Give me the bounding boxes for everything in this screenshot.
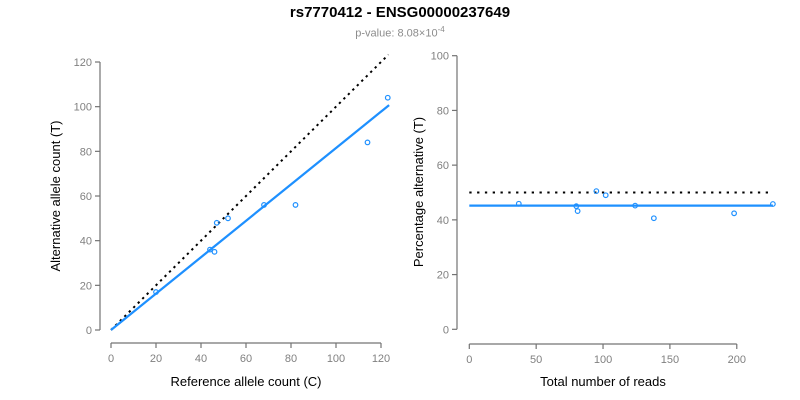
data-point — [207, 246, 213, 253]
page-title: rs7770412 - ENSG00000237649 — [289, 4, 511, 21]
identity-line — [110, 53, 390, 331]
y-tick-label: 100 — [431, 51, 449, 63]
x-tick-label: 80 — [285, 353, 297, 365]
data-point — [574, 208, 581, 215]
y-tick-label: 120 — [74, 57, 92, 69]
x-tick-label: 40 — [195, 353, 207, 365]
left-plot-x-axis-title: Reference allele count (C) — [170, 374, 321, 389]
left-plot-y-axis-title: Alternative allele count (T) — [48, 120, 63, 271]
x-tick-label: 0 — [466, 354, 472, 366]
p-value-exponent: -4 — [437, 25, 445, 34]
data-point — [364, 139, 371, 146]
y-tick-label: 80 — [80, 146, 92, 158]
y-tick-label: 20 — [437, 270, 449, 282]
x-tick-label: 20 — [150, 353, 162, 365]
x-tick-label: 0 — [108, 353, 114, 365]
data-point — [632, 202, 639, 209]
data-point — [769, 201, 776, 207]
y-tick-label: 80 — [437, 105, 449, 117]
p-value-subtitle: p-value: 8.08×10-4 — [0, 23, 800, 41]
p-value-mantissa: 8.08 — [397, 27, 419, 40]
left-scatter-plot: 120 100 80 60 40 20 0 120 100 80 60 40 20 0 Reference… — [48, 53, 391, 389]
right-plot-x-axis-title: Total number of reads — [540, 374, 666, 389]
y-tick-label: 60 — [80, 191, 92, 203]
x-tick-label: 60 — [240, 353, 252, 365]
x-tick-label: 100 — [594, 354, 612, 366]
y-tick-label: 0 — [86, 325, 92, 337]
y-tick-label: 60 — [437, 160, 449, 172]
x-tick-label: 50 — [530, 354, 542, 366]
data-point — [650, 215, 657, 222]
data-point — [292, 202, 299, 208]
p-value-prefix: p-value: — [355, 27, 398, 40]
x-tick-label: 100 — [327, 353, 345, 365]
data-point — [211, 248, 218, 255]
x-tick-label: 150 — [661, 354, 679, 366]
y-tick-label: 0 — [443, 324, 449, 336]
data-point — [602, 192, 609, 199]
right-plot-y-axis-title: Percentage alternative (T) — [411, 117, 426, 267]
data-point — [593, 188, 600, 195]
x-tick-label: 200 — [728, 354, 746, 366]
y-tick-label: 100 — [74, 102, 92, 114]
data-point — [153, 289, 159, 295]
data-point — [515, 200, 522, 207]
data-point — [213, 219, 220, 226]
plot-elements: 120 100 80 60 40 20 0 120 100 80 60 40 20 0 — [74, 53, 391, 365]
y-tick-label: 40 — [80, 236, 92, 248]
data-point — [225, 215, 231, 222]
data-point — [731, 210, 738, 217]
data-point — [573, 203, 580, 210]
p-value-times-ten: ×10 — [418, 27, 438, 40]
y-tick-label: 20 — [80, 280, 92, 292]
data-point — [261, 202, 267, 208]
data-point — [384, 94, 391, 101]
y-tick-label: 40 — [437, 215, 449, 227]
x-tick-label: 120 — [372, 353, 390, 365]
regression-line — [110, 104, 390, 331]
